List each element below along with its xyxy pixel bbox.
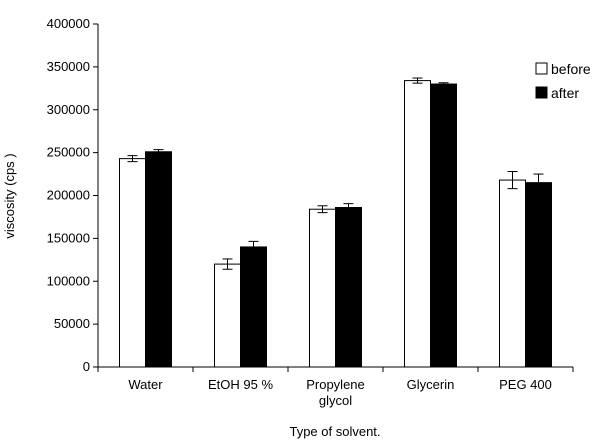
x-axis: Water EtOH 95 % Propylene glycol Glycerin PEG… — [97, 366, 574, 408]
legend-swatch-after — [535, 86, 548, 99]
y-tick-label: 150000 — [47, 230, 90, 245]
bar-after — [430, 83, 457, 368]
bar-before — [499, 179, 526, 368]
x-tick-label: EtOH 95 % — [208, 377, 273, 392]
legend: before after — [535, 61, 591, 101]
legend-label-after: after — [551, 85, 579, 101]
bar-after — [145, 151, 172, 368]
y-tick-label: 200000 — [47, 188, 90, 203]
x-axis-title: Type of solvent. — [289, 424, 380, 439]
bars — [119, 77, 552, 368]
x-tick-label: Water — [128, 377, 163, 392]
x-tick-label: PEG 400 — [499, 377, 552, 392]
y-tick-label: 50000 — [54, 316, 90, 331]
bar-before — [404, 80, 431, 368]
bar-after — [335, 207, 362, 368]
y-axis-title: viscosity (cps ) — [2, 153, 17, 238]
y-tick-label: 300000 — [47, 102, 90, 117]
y-tick-label: 100000 — [47, 273, 90, 288]
y-tick-label: 0 — [83, 359, 90, 374]
legend-label-before: before — [551, 61, 591, 77]
bar-before — [119, 158, 146, 368]
bar-after — [525, 182, 552, 368]
bar-after — [240, 246, 267, 368]
legend-swatch-before — [535, 62, 548, 75]
y-tick-label: 400000 — [47, 16, 90, 31]
y-tick-label: 350000 — [47, 59, 90, 74]
bar-before — [309, 208, 336, 368]
y-tick-label: 250000 — [47, 145, 90, 160]
y-axis: 0 50000 100000 150000 200000 250000 300000 3500… — [47, 16, 99, 374]
x-tick-label: Glycerin — [407, 377, 455, 392]
bar-before — [214, 263, 241, 368]
x-tick-label: Propylene glycol — [306, 377, 365, 408]
